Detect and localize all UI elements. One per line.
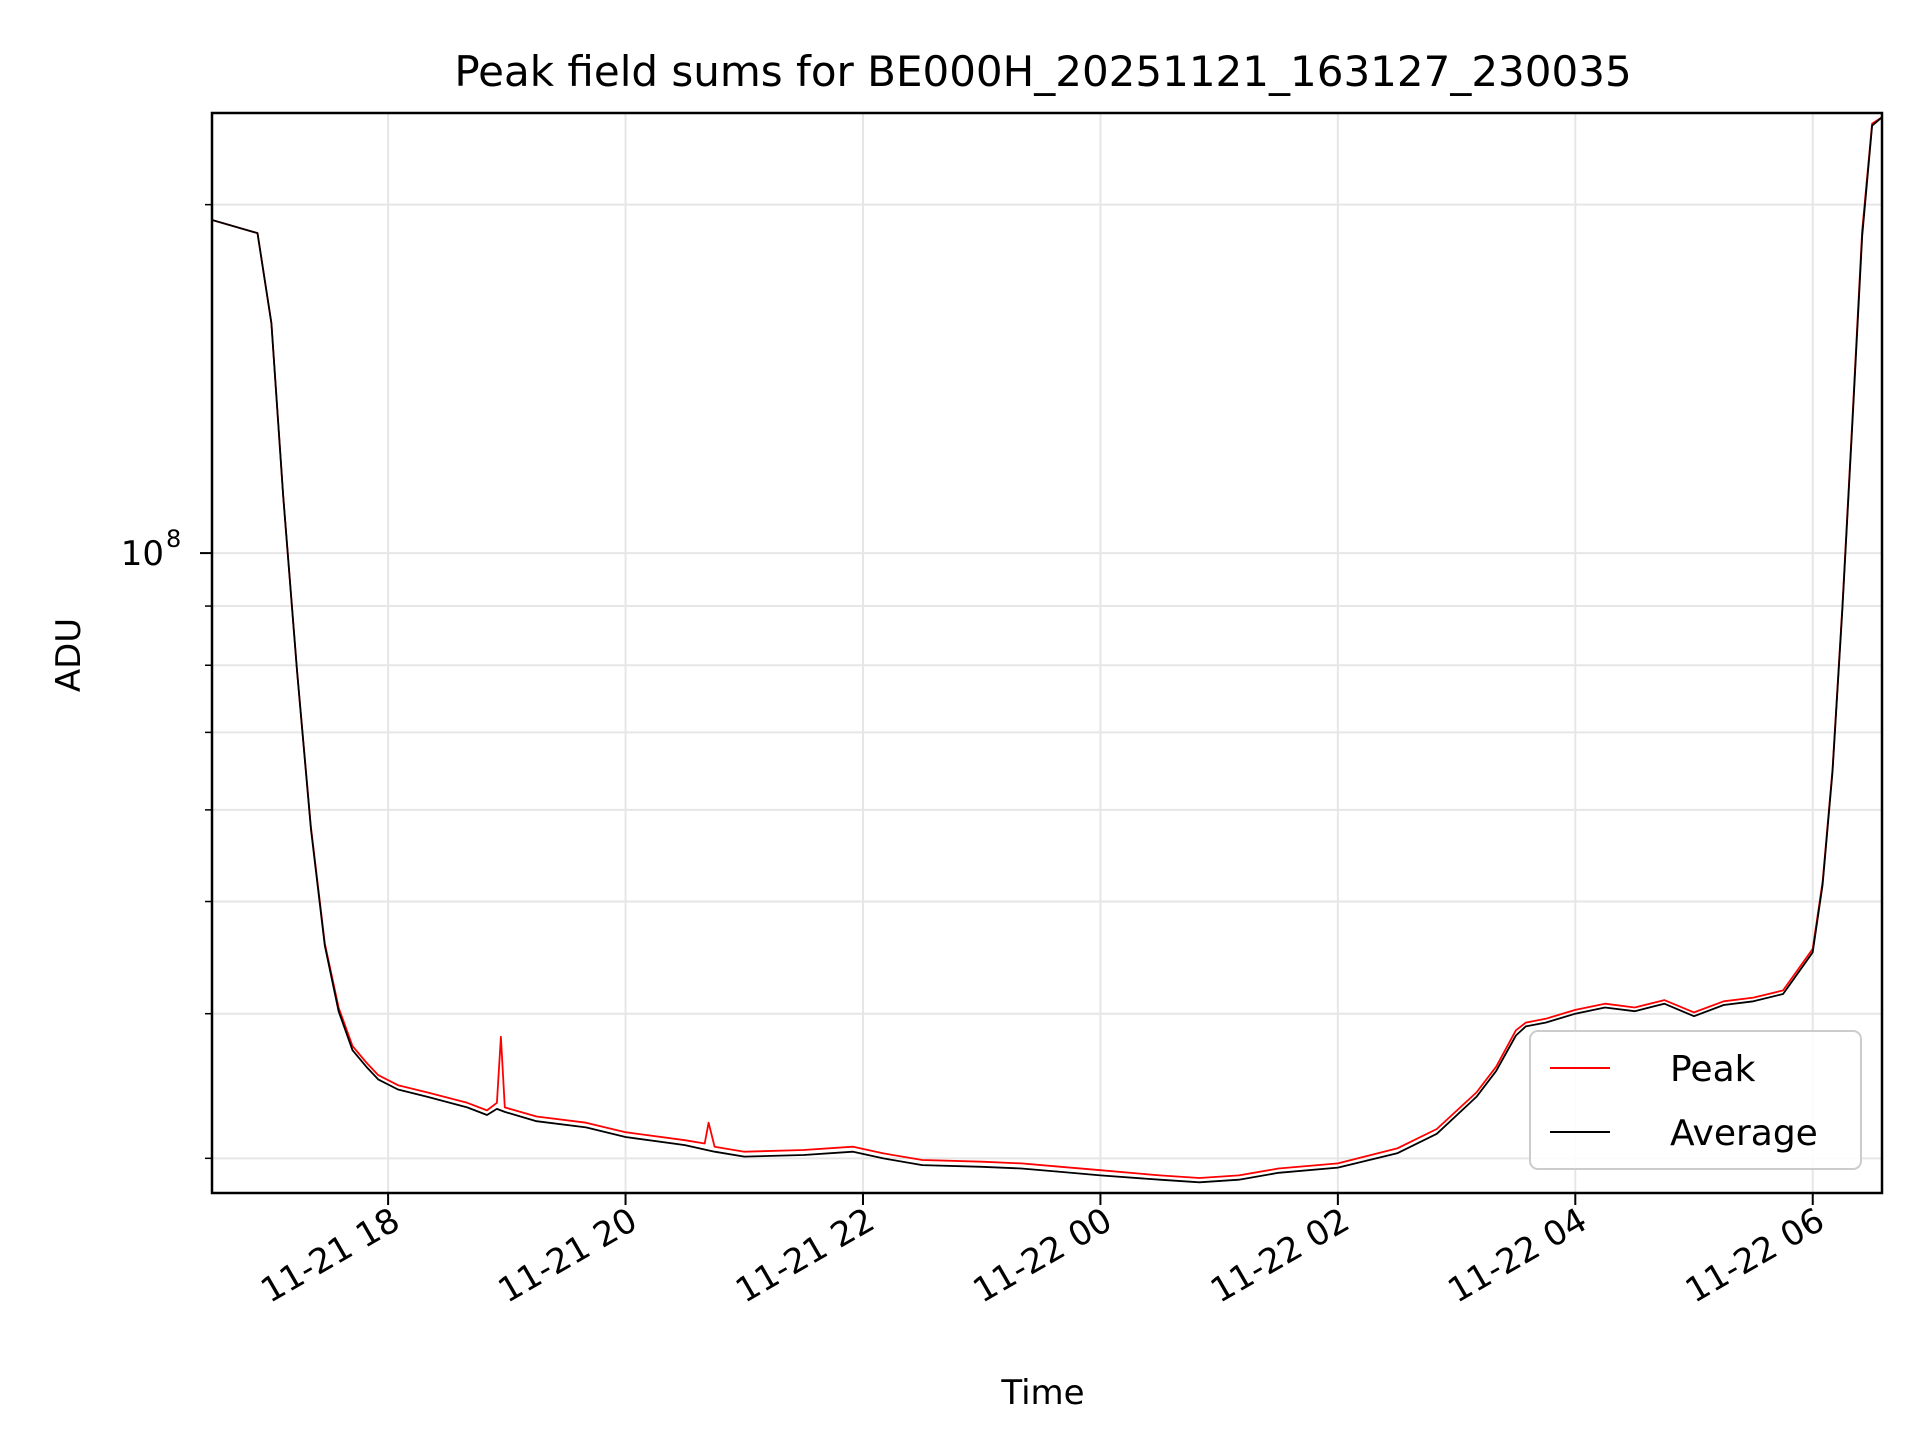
legend-box	[1529, 1030, 1862, 1170]
legend-label-peak: Peak	[1670, 1049, 1756, 1090]
y-tick-label: 10	[121, 534, 164, 574]
grid-layer	[212, 113, 1882, 1193]
legend: Peak Average	[1529, 1030, 1862, 1170]
series-layer	[212, 116, 1882, 1184]
y-axis-title: ADU	[49, 618, 89, 692]
series-line-peak	[212, 116, 1882, 1179]
chart-title: Peak field sums for BE000H_20251121_1631…	[454, 47, 1631, 96]
plot-frame	[210, 111, 1884, 1195]
legend-label-average: Average	[1670, 1113, 1818, 1154]
series-line-average	[212, 116, 1882, 1184]
x-axis-title: Time	[1000, 1373, 1084, 1413]
y-tick-label-exponent: 8	[166, 525, 181, 553]
